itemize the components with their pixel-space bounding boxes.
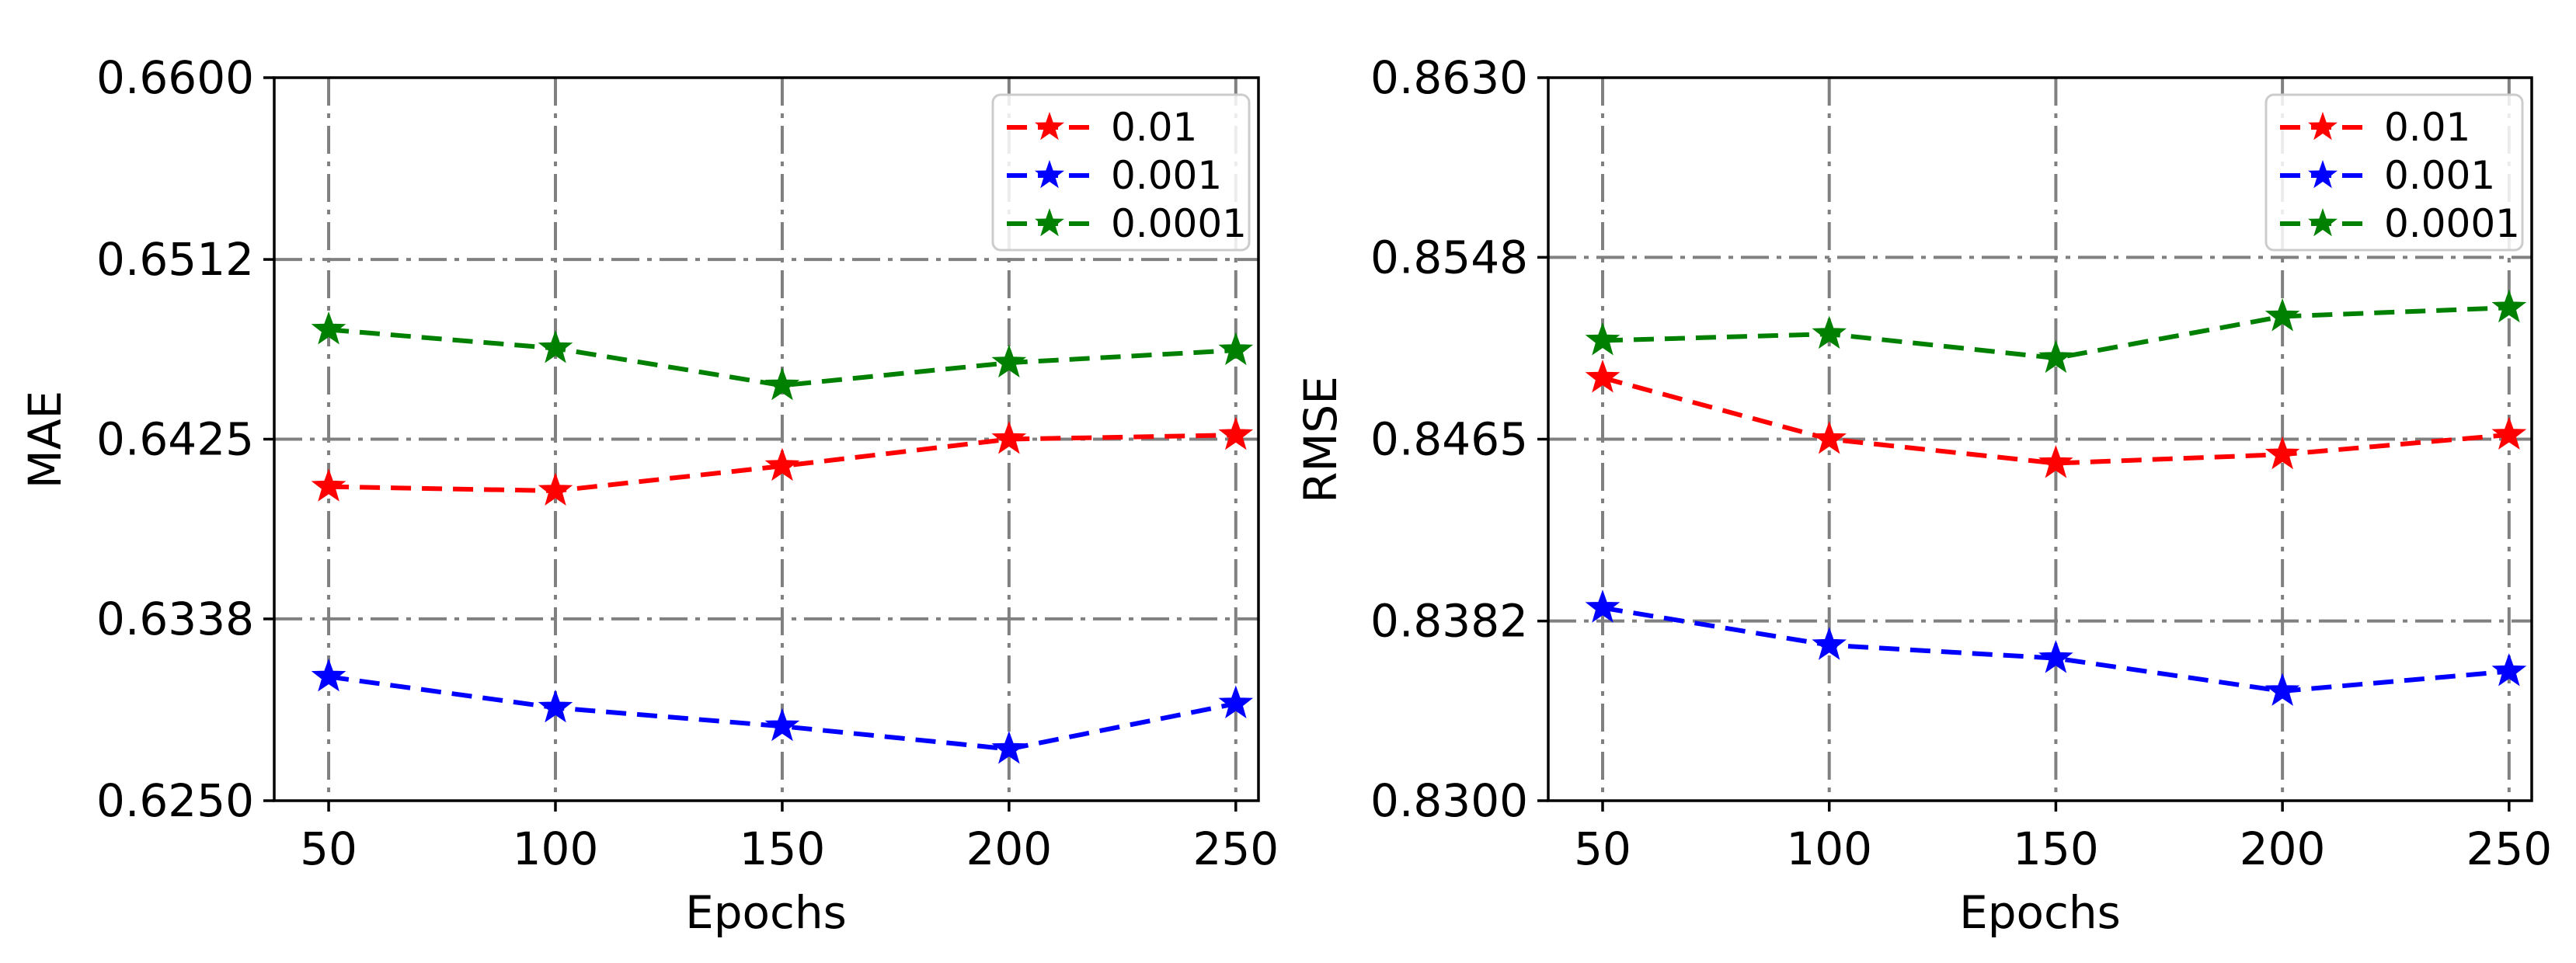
mae-x-tick-label: 250: [1192, 822, 1279, 875]
rmse-y-tick-label: 0.8630: [1370, 51, 1528, 104]
mae-series: [311, 311, 1254, 764]
rmse-y-axis-label: RMSE: [1294, 376, 1347, 503]
mae-data-point: [311, 658, 346, 692]
rmse-data-point: [2491, 653, 2527, 687]
rmse-legend-label: 0.0001: [2384, 201, 2520, 246]
mae-data-point: [991, 421, 1027, 454]
rmse-data-point: [1585, 360, 1620, 393]
mae-data-point: [991, 344, 1027, 378]
mae-y-tick-label: 0.6338: [96, 593, 254, 645]
mae-x-tick-label: 150: [740, 822, 826, 875]
mae-chart-panel: 0.6600 0.6512 0.6425 0.6338 0.6250 50 100 150 2…: [19, 51, 1279, 939]
rmse-x-tick-label: 200: [2240, 822, 2326, 875]
rmse-x-tick-label: 250: [2466, 822, 2552, 875]
mae-data-point: [764, 707, 800, 742]
rmse-legend-label: 0.001: [2384, 153, 2495, 198]
mae-legend-label: 0.01: [1111, 105, 1197, 150]
rmse-legend-marker: [2308, 208, 2338, 237]
rmse-data-point: [2038, 445, 2073, 478]
rmse-data-point: [2264, 436, 2300, 470]
mae-y-tick-labels: 0.6600 0.6512 0.6425 0.6338 0.6250: [96, 51, 254, 827]
mae-data-point: [311, 468, 346, 502]
mae-y-tick-label: 0.6250: [96, 774, 254, 827]
rmse-data-point: [2491, 289, 2527, 323]
mae-data-point: [1218, 685, 1254, 718]
mae-data-point: [1218, 332, 1254, 366]
rmse-x-tick-label: 100: [1786, 822, 1872, 875]
mae-x-tick-labels: 50 100 150 200 250: [300, 822, 1279, 875]
mae-data-point: [311, 311, 346, 345]
rmse-legend-label: 0.01: [2384, 105, 2470, 150]
mae-data-point: [764, 447, 800, 482]
mae-y-tick-label: 0.6425: [96, 413, 254, 466]
rmse-y-tick-label: 0.8548: [1370, 231, 1528, 283]
rmse-x-axis-label: Epochs: [1959, 886, 2121, 939]
rmse-x-tick-label: 150: [2013, 822, 2099, 875]
rmse-series-line-0_001: [1602, 605, 2510, 694]
mae-data-point: [1218, 416, 1254, 450]
mae-y-tick-label: 0.6600: [96, 51, 254, 104]
rmse-data-point: [1812, 315, 1847, 349]
mae-y-axis-label: MAE: [19, 391, 71, 488]
mae-legend-label: 0.0001: [1111, 201, 1247, 246]
mae-data-point: [991, 731, 1027, 764]
rmse-data-point: [2264, 673, 2300, 706]
rmse-data-point: [2264, 298, 2300, 332]
rmse-legend-marker: [2308, 160, 2338, 189]
mae-x-tick-label: 200: [966, 822, 1053, 875]
rmse-y-tick-label: 0.8382: [1370, 595, 1528, 648]
rmse-y-tick-labels: 0.8630 0.8548 0.8465 0.8382 0.8300: [1370, 51, 1528, 827]
rmse-data-point: [2038, 640, 2073, 673]
mae-x-tick-label: 100: [513, 822, 599, 875]
rmse-series-line-0_01: [1602, 375, 2510, 466]
mae-data-point: [538, 689, 573, 723]
mae-series-line-0_0001: [328, 327, 1236, 388]
rmse-data-point: [2038, 339, 2073, 374]
mae-data-point: [538, 472, 573, 506]
rmse-x-tick-labels: 50 100 150 200 250: [1574, 822, 2552, 875]
mae-series-line-0_001: [328, 674, 1237, 752]
rmse-y-tick-label: 0.8465: [1370, 413, 1528, 466]
mae-data-point: [764, 367, 800, 401]
rmse-chart-panel: 0.8630 0.8548 0.8465 0.8382 0.8300 50 100 150 2…: [1294, 51, 2552, 939]
mae-legend-marker: [1035, 160, 1064, 189]
mae-legend-marker: [1035, 208, 1064, 237]
mae-x-axis-label: Epochs: [685, 886, 847, 939]
rmse-legend-box: [2264, 93, 2524, 252]
rmse-data-point: [1812, 421, 1847, 454]
rmse-legend-marker: [2308, 112, 2338, 141]
rmse-data-point: [1585, 589, 1620, 623]
mae-legend-marker: [1035, 112, 1064, 141]
rmse-data-point: [2491, 416, 2527, 450]
mae-data-point: [538, 330, 573, 363]
rmse-ticks: [1537, 76, 2511, 812]
rmse-x-tick-label: 50: [1574, 822, 1631, 875]
mae-legend-label: 0.001: [1111, 153, 1222, 198]
mae-ticks: [263, 76, 1238, 812]
rmse-series: [1585, 289, 2527, 706]
mae-y-tick-label: 0.6512: [96, 233, 254, 286]
mae-x-tick-label: 50: [300, 822, 357, 875]
rmse-data-point: [1812, 627, 1847, 660]
mae-legend-box: [991, 93, 1251, 252]
rmse-data-point: [1585, 322, 1620, 356]
rmse-y-tick-label: 0.8300: [1370, 774, 1528, 827]
